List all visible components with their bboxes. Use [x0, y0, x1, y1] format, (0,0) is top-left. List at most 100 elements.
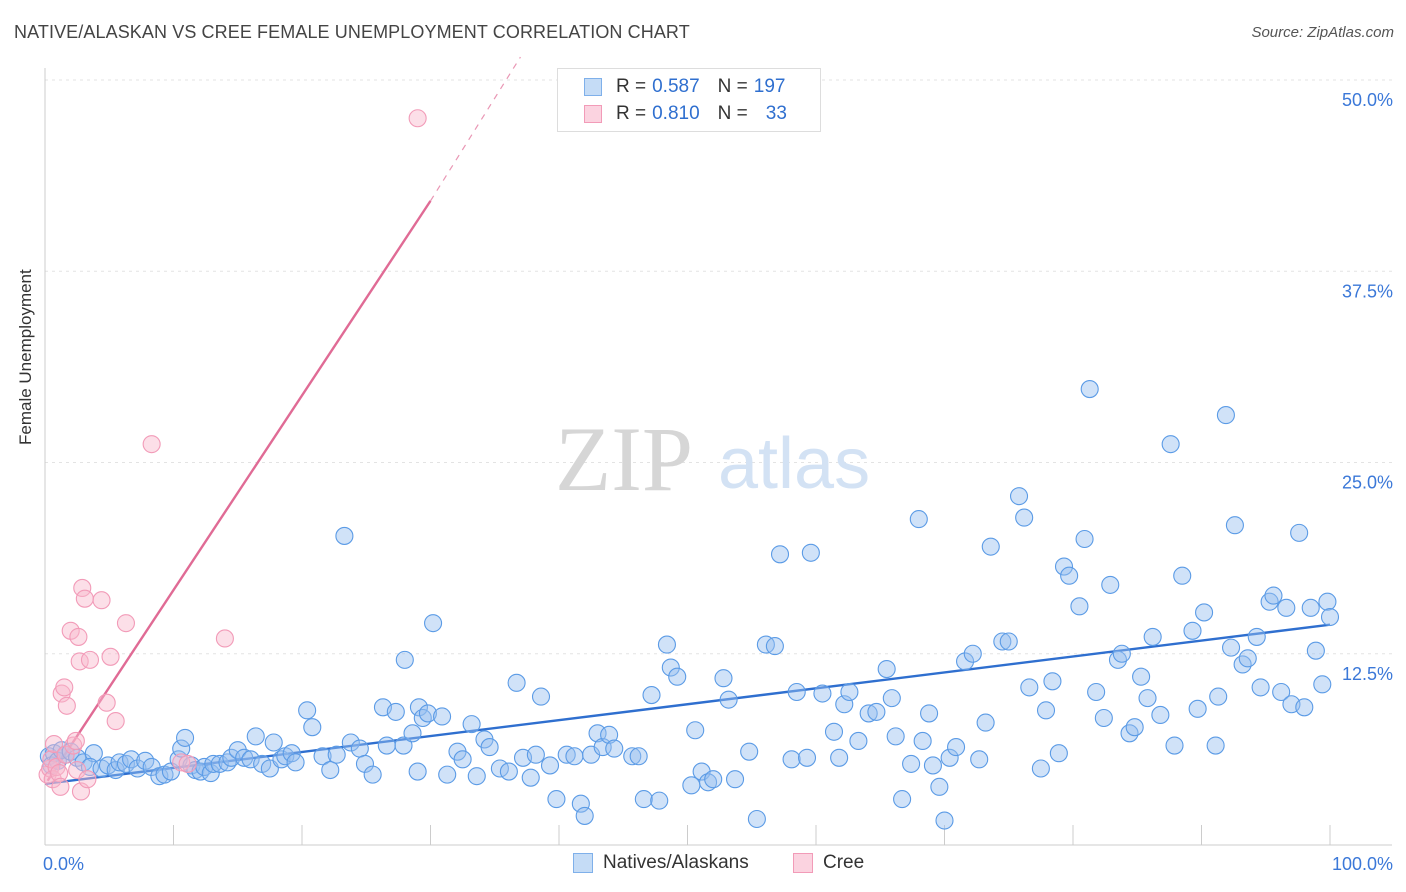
series-legend: Natives/Alaskans Cree	[0, 852, 1406, 878]
point-natives	[1318, 592, 1337, 611]
point-cree	[66, 731, 85, 751]
point-natives	[377, 736, 396, 755]
point-natives	[1272, 682, 1291, 702]
watermark-atlas: atlas	[718, 424, 870, 504]
point-cree	[101, 647, 120, 666]
point-cree	[80, 650, 100, 669]
point-natives	[303, 718, 322, 737]
point-natives	[661, 658, 680, 677]
point-natives	[699, 773, 718, 792]
point-natives	[1247, 627, 1266, 646]
point-cree	[142, 435, 161, 454]
point-cree	[116, 614, 136, 633]
point-natives	[1216, 406, 1235, 425]
point-natives	[797, 748, 817, 767]
legend-r-value: 0.810	[652, 103, 700, 124]
point-natives	[204, 754, 223, 773]
point-natives	[657, 635, 676, 654]
legend-swatch-cree	[584, 105, 602, 123]
point-cree	[44, 734, 64, 754]
watermark: ZIP atlas	[555, 408, 870, 510]
point-natives	[438, 765, 457, 784]
point-natives	[787, 682, 806, 702]
point-natives	[1161, 435, 1180, 454]
data-points	[38, 109, 1340, 830]
point-natives	[1301, 598, 1320, 617]
point-natives	[686, 721, 705, 740]
point-natives	[1101, 575, 1120, 594]
legend-n-value: 33	[765, 103, 787, 124]
point-natives	[565, 747, 584, 766]
point-natives	[1143, 627, 1162, 646]
point-natives	[947, 738, 966, 757]
point-natives	[433, 707, 452, 726]
point-natives	[235, 748, 254, 767]
point-cree	[50, 764, 69, 783]
point-natives	[1206, 736, 1225, 755]
point-natives	[453, 750, 472, 769]
point-natives	[747, 809, 766, 829]
point-natives	[1251, 678, 1270, 697]
point-natives	[1049, 744, 1068, 763]
point-natives	[1195, 603, 1214, 622]
point-natives	[557, 745, 576, 764]
point-natives	[228, 741, 247, 760]
point-natives	[1060, 566, 1079, 585]
legend-row-cree: R = 0.810 N = 33	[584, 102, 787, 126]
point-natives	[1238, 649, 1257, 668]
point-natives	[813, 684, 832, 703]
legend-swatch-natives	[584, 78, 602, 96]
point-cree	[55, 678, 74, 697]
trend-line-cree-extension	[429, 56, 521, 202]
x-tick-label: 0.0%	[43, 854, 84, 874]
gridlines	[45, 79, 1392, 655]
point-natives	[1132, 667, 1151, 686]
point-natives	[74, 753, 93, 772]
point-natives	[704, 770, 723, 789]
point-natives	[940, 748, 959, 767]
point-natives	[350, 739, 369, 758]
legend-n-label: N =	[717, 76, 748, 97]
series-swatch-cree	[793, 853, 813, 873]
point-natives	[480, 738, 499, 757]
point-natives	[970, 750, 989, 769]
source-label: Source: ZipAtlas.com	[1251, 24, 1394, 41]
point-natives	[122, 750, 141, 769]
point-natives	[605, 739, 624, 758]
y-tick-label: 50.0%	[1342, 90, 1393, 110]
series-label-cree: Cree	[823, 852, 865, 873]
point-natives	[424, 614, 443, 633]
point-natives	[1165, 736, 1184, 755]
series-legend-cree[interactable]: Cree	[793, 852, 864, 874]
point-natives	[923, 756, 942, 775]
point-natives	[886, 727, 905, 746]
point-natives	[1225, 516, 1244, 535]
point-natives	[642, 686, 661, 705]
point-natives	[575, 806, 594, 825]
point-natives	[629, 747, 648, 766]
point-natives	[956, 652, 975, 671]
legend: R = 0.587 N = 197 R = 0.810 N = 33	[557, 68, 821, 132]
point-natives	[1031, 759, 1050, 778]
point-natives	[782, 750, 801, 769]
point-natives	[467, 767, 486, 786]
point-natives	[1080, 380, 1099, 399]
point-natives	[363, 765, 382, 784]
point-cree	[75, 589, 94, 608]
point-natives	[547, 790, 566, 809]
point-natives	[241, 750, 260, 769]
point-natives	[246, 727, 265, 746]
point-natives	[1151, 705, 1170, 725]
point-cree	[215, 629, 234, 648]
point-natives	[993, 632, 1012, 651]
point-natives	[1222, 638, 1241, 657]
point-natives	[507, 673, 526, 692]
point-natives	[286, 753, 305, 772]
point-natives	[264, 733, 283, 752]
point-natives	[408, 762, 427, 781]
point-natives	[1036, 701, 1056, 720]
point-natives	[867, 702, 886, 721]
point-natives	[341, 733, 360, 752]
series-legend-natives[interactable]: Natives/Alaskans	[573, 852, 749, 874]
point-natives	[521, 768, 540, 787]
